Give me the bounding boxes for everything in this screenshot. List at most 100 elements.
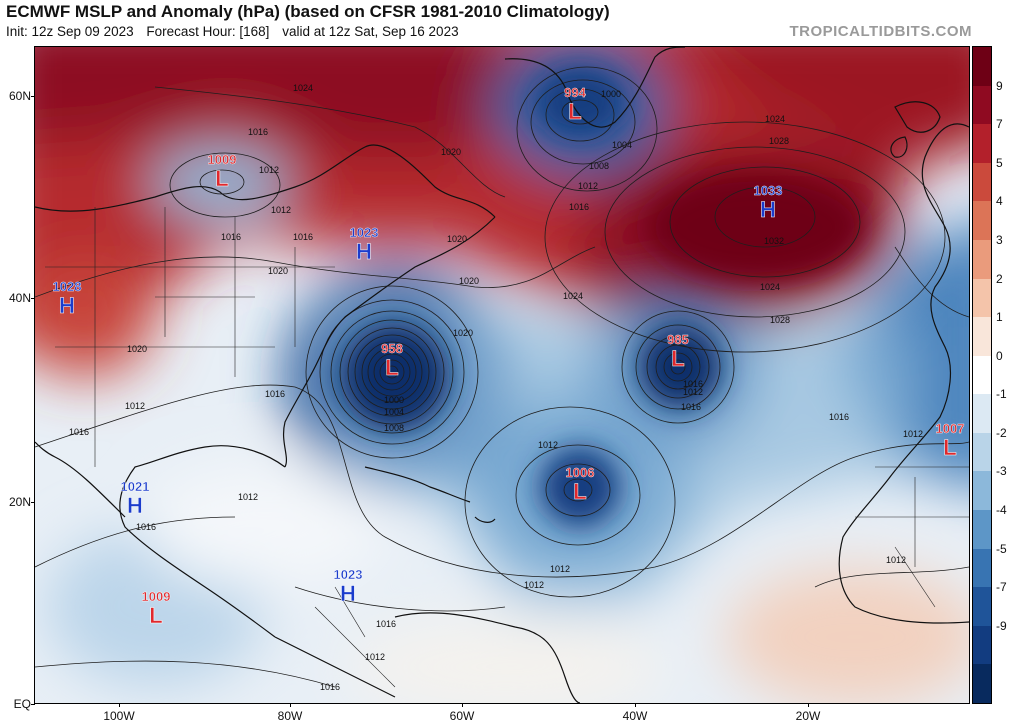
forecast-hour: Forecast Hour: [168]: [146, 24, 270, 39]
pressure-value: 958: [381, 341, 403, 356]
isobar-label: 1020: [447, 234, 467, 244]
colorbar-label: 3: [996, 232, 1003, 247]
isobar-label: 1016: [248, 127, 268, 137]
isobar-label: 1020: [268, 266, 288, 276]
colorbar: [972, 46, 992, 704]
colorbar-segment: [973, 355, 991, 395]
colorbar-segment: [973, 471, 991, 511]
colorbar-segment: [973, 510, 991, 550]
isobar-label: 1024: [293, 83, 313, 93]
colorbar-label: -4: [996, 503, 1007, 518]
lon-tick: [290, 703, 291, 707]
isobar-label: 1016: [221, 232, 241, 242]
colorbar-label: 4: [996, 194, 1003, 209]
isobar-label: 1004: [612, 140, 632, 150]
isobar-label: 1020: [441, 147, 461, 157]
colorbar-label: 7: [996, 117, 1003, 132]
valid-time: valid at 12z Sat, Sep 16 2023: [282, 24, 459, 39]
colorbar-segment: [973, 239, 991, 280]
isobar-label: 1012: [578, 181, 598, 191]
isobar-label: 1012: [886, 555, 906, 565]
map-panel[interactable]: 1024 1016 1012 1016 1020 1012 1016 1020 1000 1004…: [34, 46, 970, 704]
isobar-label: 1012: [903, 429, 923, 439]
colorbar-segment: [973, 162, 991, 202]
isobar-label: 1024: [760, 282, 780, 292]
colorbar-label: 5: [996, 155, 1003, 170]
pressure-value: 1033: [754, 183, 783, 198]
lon-label-40w: 40W: [622, 709, 648, 723]
colorbar-label: -9: [996, 618, 1007, 633]
map-title: ECMWF MSLP and Anomaly (hPa) (based on C…: [6, 2, 610, 21]
lat-label-40n: 40N: [8, 291, 31, 305]
pressure-letter: L: [943, 435, 956, 460]
isobar-label: 1016: [320, 682, 340, 692]
colorbar-label: 9: [996, 78, 1003, 93]
isobar-label: 1020: [453, 328, 473, 338]
map-subtitle: Init: 12z Sep 09 2023 Forecast Hour: [16…: [6, 24, 468, 39]
lon-tick: [808, 703, 809, 707]
pressure-letter: H: [340, 581, 356, 606]
pressure-letter: H: [127, 493, 143, 518]
pressure-value: 1023: [334, 567, 363, 582]
colorbar-label: -2: [996, 425, 1007, 440]
isobar-label: 1012: [125, 401, 145, 411]
lon-tick: [462, 703, 463, 707]
pressure-value: 1006: [566, 465, 595, 480]
pressure-systems: 1009L994L1033H1023H1028H958L985L1007L102…: [52, 85, 964, 628]
pressure-value: 1028: [53, 279, 82, 294]
colorbar-label: -1: [996, 387, 1007, 402]
isobar-label: 1016: [69, 427, 89, 437]
colorbar-label: -7: [996, 580, 1007, 595]
isobar-label: 1012: [550, 564, 570, 574]
pressure-letter: L: [568, 99, 581, 124]
isobar-label: 1016: [136, 522, 156, 532]
isobar-label: 1028: [770, 315, 790, 325]
isobars: [35, 66, 969, 688]
pressure-value: 1009: [142, 589, 171, 604]
lon-tick: [119, 703, 120, 707]
isobar-label: 1008: [589, 161, 609, 171]
isobar-label: 1012: [271, 205, 291, 215]
pressure-letter: H: [356, 239, 372, 264]
coastlines: [35, 47, 969, 703]
anomaly-map: 1024101610121016102010121016102010001004…: [35, 47, 969, 703]
isobar-labels: 1024101610121016102010121016102010001004…: [69, 83, 923, 692]
borders: [45, 207, 969, 688]
colorbar-label: 1: [996, 310, 1003, 325]
lon-label-80w: 80W: [277, 709, 303, 723]
colorbar-segment: [973, 47, 991, 87]
isobar-label: 1004: [384, 407, 404, 417]
isobar-label: 1012: [683, 387, 703, 397]
lat-tick: [31, 502, 35, 503]
lat-tick: [31, 96, 35, 97]
lat-tick: [31, 298, 35, 299]
colorbar-segment: [973, 394, 991, 434]
pressure-letter: H: [760, 197, 776, 222]
lat-label-20n: 20N: [8, 495, 31, 509]
isobar-label: 1012: [259, 165, 279, 175]
lat-tick: [31, 704, 35, 705]
pressure-value: 994: [564, 85, 586, 100]
pressure-letter: L: [671, 346, 684, 371]
init-time: Init: 12z Sep 09 2023: [6, 24, 134, 39]
colorbar-segment: [973, 548, 991, 588]
isobar-label: 1016: [829, 412, 849, 422]
isobar-label: 1012: [524, 580, 544, 590]
colorbar-label: -5: [996, 541, 1007, 556]
colorbar-label: 2: [996, 271, 1003, 286]
pressure-letter: L: [385, 355, 398, 380]
colorbar-segment: [973, 201, 991, 241]
isobar-label: 1016: [265, 389, 285, 399]
pressure-letter: L: [215, 166, 228, 191]
lon-label-20w: 20W: [795, 709, 821, 723]
lon-tick: [635, 703, 636, 707]
isobar-label: 1020: [127, 344, 147, 354]
isobar-label: 1008: [384, 423, 404, 433]
